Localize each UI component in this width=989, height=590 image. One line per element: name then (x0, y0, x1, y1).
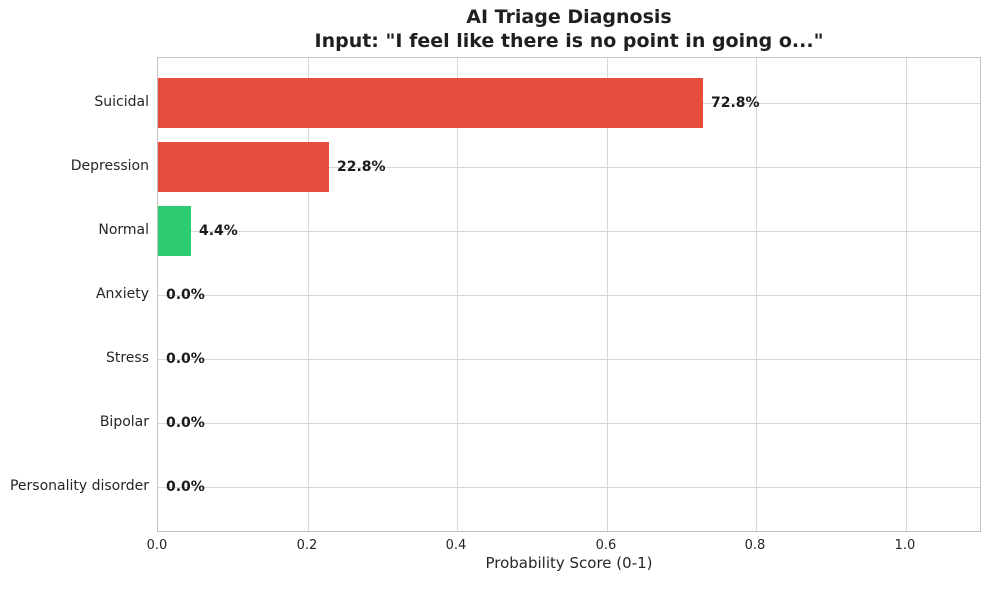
gridline-horizontal (158, 167, 980, 168)
value-label-suicidal: 72.8% (711, 95, 760, 111)
gridline-vertical (756, 58, 757, 531)
gridline-horizontal (158, 359, 980, 360)
value-label-anxiety: 0.0% (166, 287, 205, 303)
category-label-anxiety: Anxiety (95, 286, 149, 302)
value-label-normal: 4.4% (199, 223, 238, 239)
x-tick-label: 0.6 (595, 538, 617, 553)
x-tick-label: 0.4 (445, 538, 467, 553)
gridline-horizontal (158, 295, 980, 296)
x-tick-label: 0.0 (146, 538, 168, 553)
x-tick-label: 0.8 (744, 538, 766, 553)
category-label-depression: Depression (70, 158, 149, 174)
plot-area: 72.8% 22.8% 4.4% 0.0% 0.0% 0.0% 0.0% (157, 57, 981, 532)
chart-title: AI Triage Diagnosis (466, 6, 672, 28)
x-axis-label: Probability Score (0-1) (485, 554, 653, 572)
gridline-vertical (607, 58, 608, 531)
bar-suicidal (158, 78, 703, 128)
gridline-horizontal (158, 423, 980, 424)
category-label-bipolar: Bipolar (99, 414, 149, 430)
x-tick-label: 1.0 (894, 538, 916, 553)
chart-subtitle: Input: "I feel like there is no point in… (314, 30, 824, 52)
category-label-stress: Stress (105, 350, 149, 366)
value-label-personality-disorder: 0.0% (166, 479, 205, 495)
chart-title-block: AI Triage Diagnosis Input: "I feel like … (157, 5, 981, 53)
bar-depression (158, 142, 329, 192)
bar-normal (158, 206, 191, 256)
value-label-stress: 0.0% (166, 351, 205, 367)
gridline-vertical (308, 58, 309, 531)
x-tick-label: 0.2 (296, 538, 318, 553)
gridline-vertical (457, 58, 458, 531)
gridline-vertical (906, 58, 907, 531)
value-label-depression: 22.8% (337, 159, 386, 175)
value-label-bipolar: 0.0% (166, 415, 205, 431)
category-label-personality-disorder: Personality disorder (9, 478, 149, 494)
gridline-horizontal (158, 487, 980, 488)
gridline-horizontal (158, 231, 980, 232)
category-label-normal: Normal (98, 222, 149, 238)
category-label-suicidal: Suicidal (94, 94, 149, 110)
